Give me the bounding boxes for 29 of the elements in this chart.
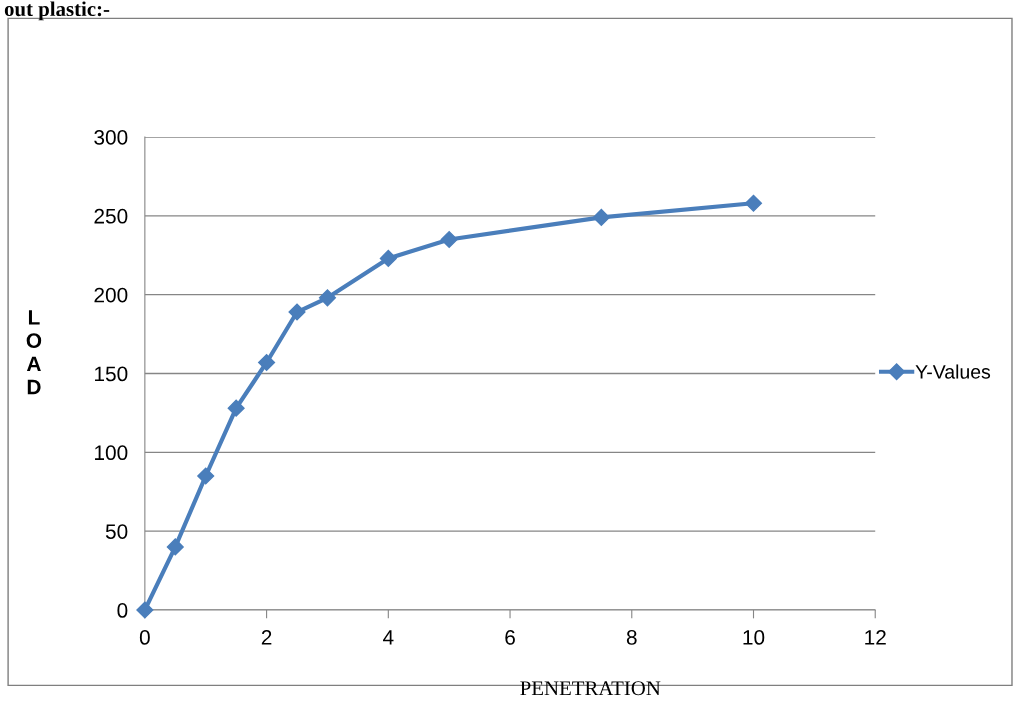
- point: [440, 230, 458, 249]
- y-tick-label: 200: [94, 287, 128, 303]
- y-tick-label: 0: [117, 603, 128, 618]
- point: [258, 353, 276, 372]
- point: [227, 399, 245, 417]
- point: [379, 249, 397, 267]
- point: [136, 601, 154, 619]
- x-axis-title: PENETRATION: [520, 681, 661, 696]
- point: [166, 538, 184, 556]
- point: [288, 303, 306, 321]
- x-tick-label: 4: [383, 630, 394, 645]
- x-tick-label: 2: [261, 630, 272, 645]
- x-tick-label: 6: [505, 630, 515, 645]
- x-tick-label: 10: [743, 630, 765, 645]
- y-tick-label: 100: [95, 445, 128, 461]
- x-tick-label: 8: [626, 630, 637, 645]
- x-tick-label: 12: [865, 630, 886, 645]
- point: [592, 208, 610, 226]
- y-tick-label: 150: [95, 366, 128, 382]
- point: [197, 467, 215, 485]
- point: [744, 194, 763, 212]
- y-axis-title: LOAD: [26, 310, 42, 395]
- point: [318, 289, 337, 307]
- y-tick-label: 300: [94, 130, 128, 145]
- y-tick-label: 50: [105, 524, 128, 539]
- text: out plastic:-: [4, 1, 110, 21]
- y-tick-label: 250: [94, 208, 128, 224]
- x-tick-label: 0: [139, 630, 150, 645]
- legend-label: Y-Values: [915, 364, 991, 379]
